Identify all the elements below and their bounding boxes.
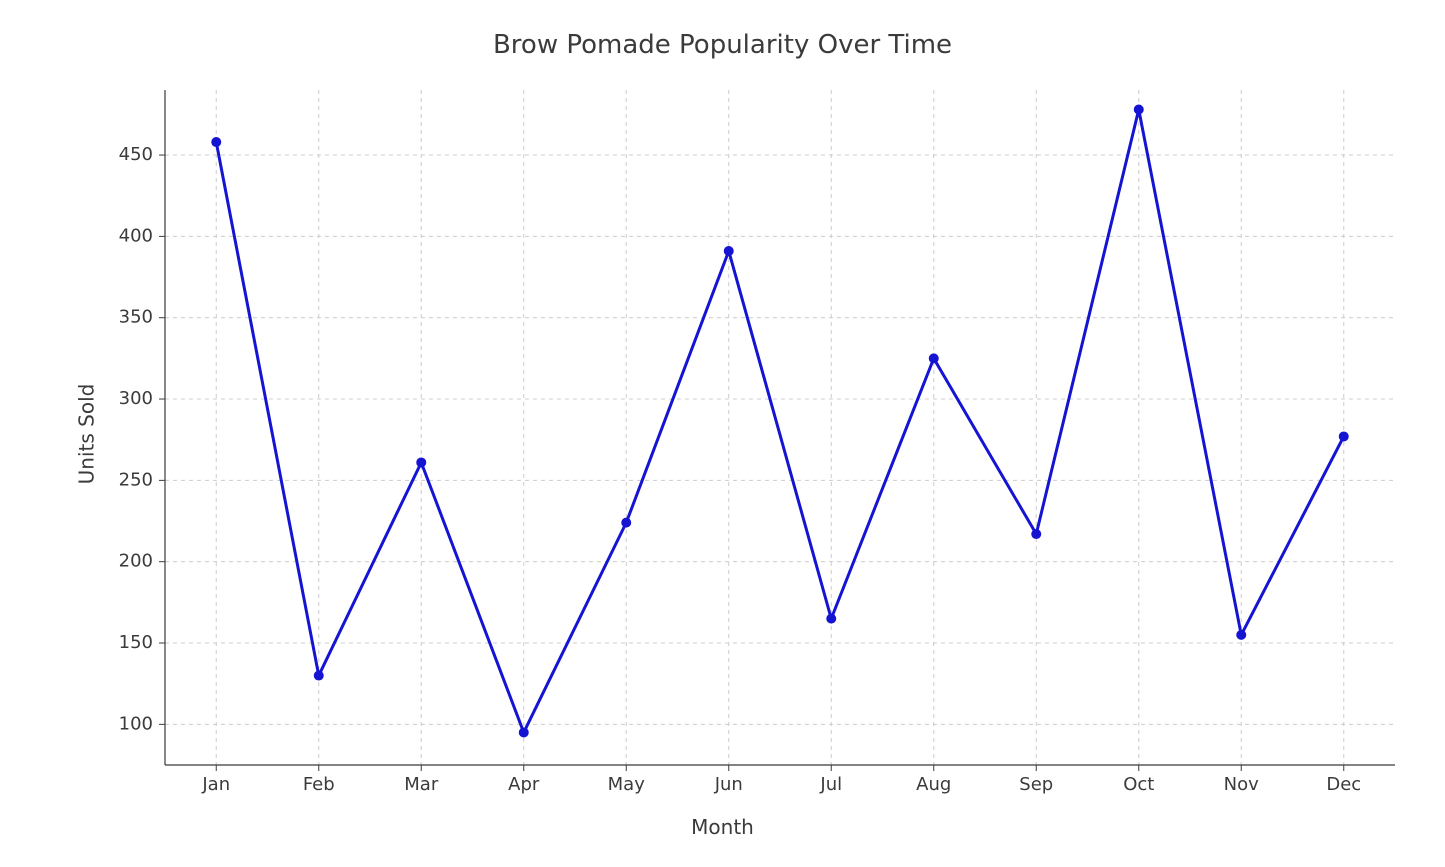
figure: Brow Pomade Popularity Over Time Month U… (0, 0, 1445, 867)
x-tick-label: Aug (916, 774, 951, 795)
data-marker (1339, 432, 1348, 441)
data-marker (212, 138, 221, 147)
x-tick-label: Dec (1326, 774, 1361, 795)
data-marker (1032, 530, 1041, 539)
data-marker (1134, 105, 1143, 114)
y-tick-label: 400 (119, 225, 153, 246)
y-tick-label: 250 (119, 469, 153, 490)
data-line (216, 110, 1344, 733)
x-tick-label: Jan (201, 774, 230, 795)
x-tick-label: Apr (508, 774, 540, 795)
y-tick-label: 200 (119, 551, 153, 572)
y-tick-label: 300 (119, 388, 153, 409)
data-marker (827, 614, 836, 623)
x-tick-label: Oct (1123, 774, 1154, 795)
data-marker (519, 728, 528, 737)
chart-svg: 100 150 200 250 300 350 400 450 Jan Feb Mar Apr May J… (0, 0, 1445, 867)
y-tick-label: 100 (119, 713, 153, 734)
data-marker (929, 354, 938, 363)
data-marker (1237, 630, 1246, 639)
data-marker (622, 518, 631, 527)
x-tick-label: Nov (1224, 774, 1259, 795)
data-marker (417, 458, 426, 467)
data-marker (724, 247, 733, 256)
x-tick-label: May (608, 774, 646, 795)
data-marker (314, 671, 323, 680)
y-tick-label: 150 (119, 632, 153, 653)
x-tick-label: Sep (1019, 774, 1053, 795)
x-tick-label: Jul (819, 774, 842, 795)
y-tick-label: 350 (119, 307, 153, 328)
x-tick-label: Feb (303, 774, 335, 795)
x-tick-label: Mar (404, 774, 439, 795)
y-tick-label: 450 (119, 144, 153, 165)
x-tick-label: Jun (714, 774, 743, 795)
